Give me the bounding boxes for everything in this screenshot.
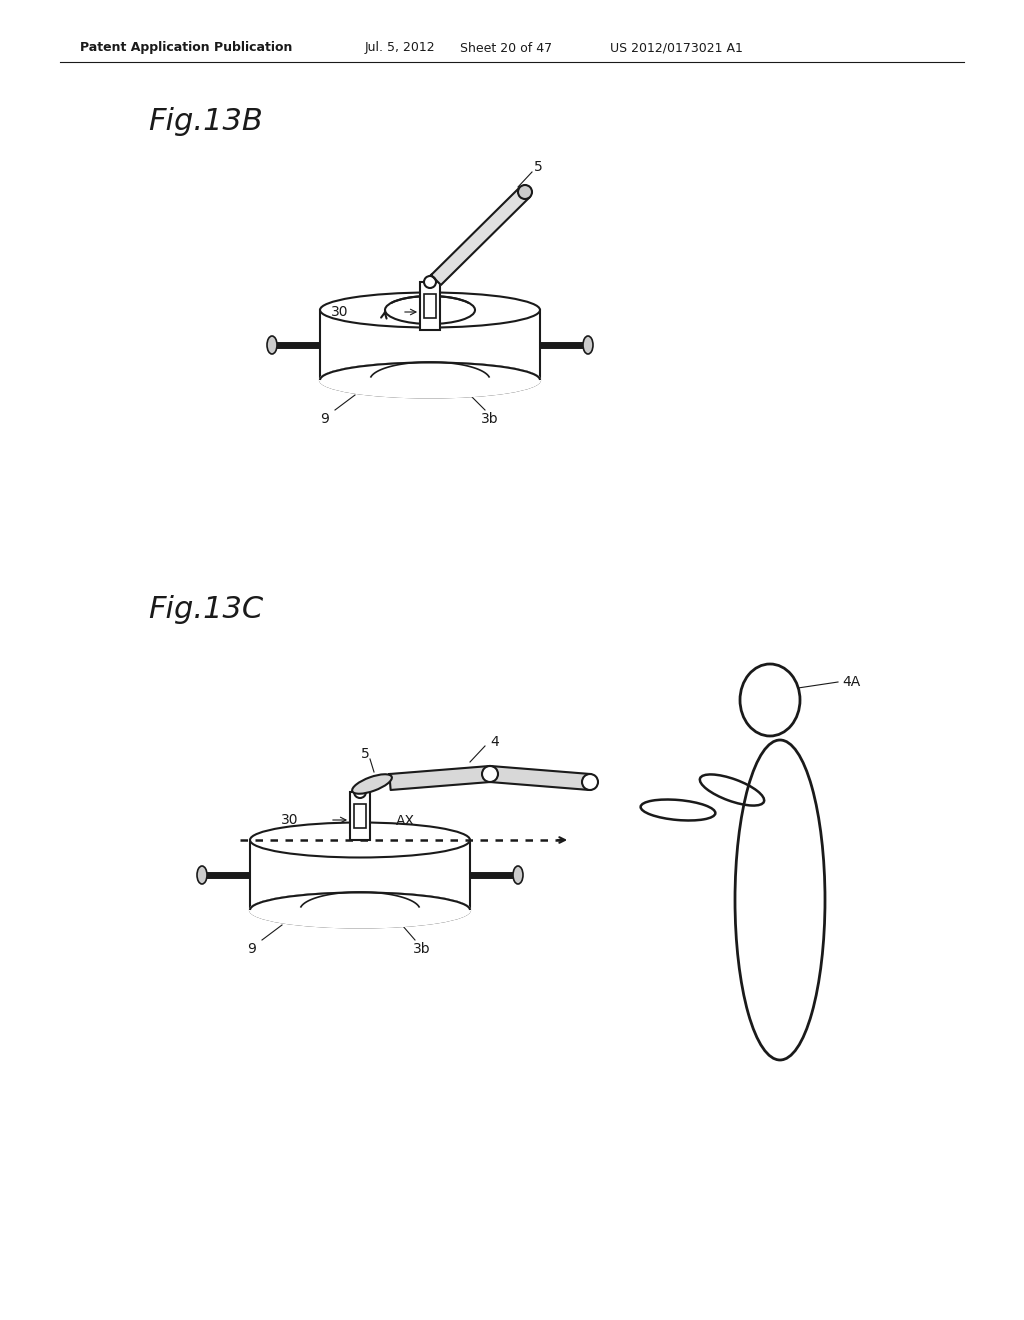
Text: Fig.13B: Fig.13B	[148, 107, 263, 136]
Ellipse shape	[482, 766, 498, 781]
Text: Fig.13C: Fig.13C	[148, 595, 263, 624]
Ellipse shape	[352, 775, 392, 793]
Bar	[350, 792, 370, 840]
Polygon shape	[389, 766, 490, 789]
Ellipse shape	[250, 892, 470, 928]
Bar	[420, 282, 440, 330]
Text: Sheet 20 of 47: Sheet 20 of 47	[460, 41, 552, 54]
Ellipse shape	[250, 822, 470, 858]
Polygon shape	[489, 766, 591, 789]
Ellipse shape	[354, 785, 366, 799]
Ellipse shape	[319, 293, 540, 327]
Ellipse shape	[267, 337, 278, 354]
Text: Jul. 5, 2012: Jul. 5, 2012	[365, 41, 435, 54]
Bar	[424, 294, 436, 318]
Text: 3b: 3b	[414, 942, 431, 956]
Ellipse shape	[518, 185, 532, 199]
Ellipse shape	[513, 866, 523, 884]
Ellipse shape	[424, 276, 436, 288]
Ellipse shape	[197, 866, 207, 884]
Text: 5: 5	[534, 160, 543, 174]
Text: 9: 9	[248, 942, 256, 956]
Bar	[354, 804, 366, 828]
Text: US 2012/0173021 A1: US 2012/0173021 A1	[610, 41, 742, 54]
Text: 4: 4	[490, 735, 500, 748]
Ellipse shape	[582, 774, 598, 789]
Text: 30: 30	[331, 305, 348, 319]
Text: 5: 5	[360, 747, 370, 762]
Text: Patent Application Publication: Patent Application Publication	[80, 41, 293, 54]
Text: 3b: 3b	[481, 412, 499, 426]
Ellipse shape	[583, 337, 593, 354]
Text: 30: 30	[281, 813, 298, 828]
Ellipse shape	[319, 363, 540, 397]
Text: AX: AX	[395, 814, 415, 828]
Ellipse shape	[319, 363, 540, 397]
Ellipse shape	[250, 892, 470, 928]
Polygon shape	[431, 187, 530, 285]
Text: 9: 9	[321, 412, 330, 426]
Text: 4A: 4A	[842, 675, 860, 689]
